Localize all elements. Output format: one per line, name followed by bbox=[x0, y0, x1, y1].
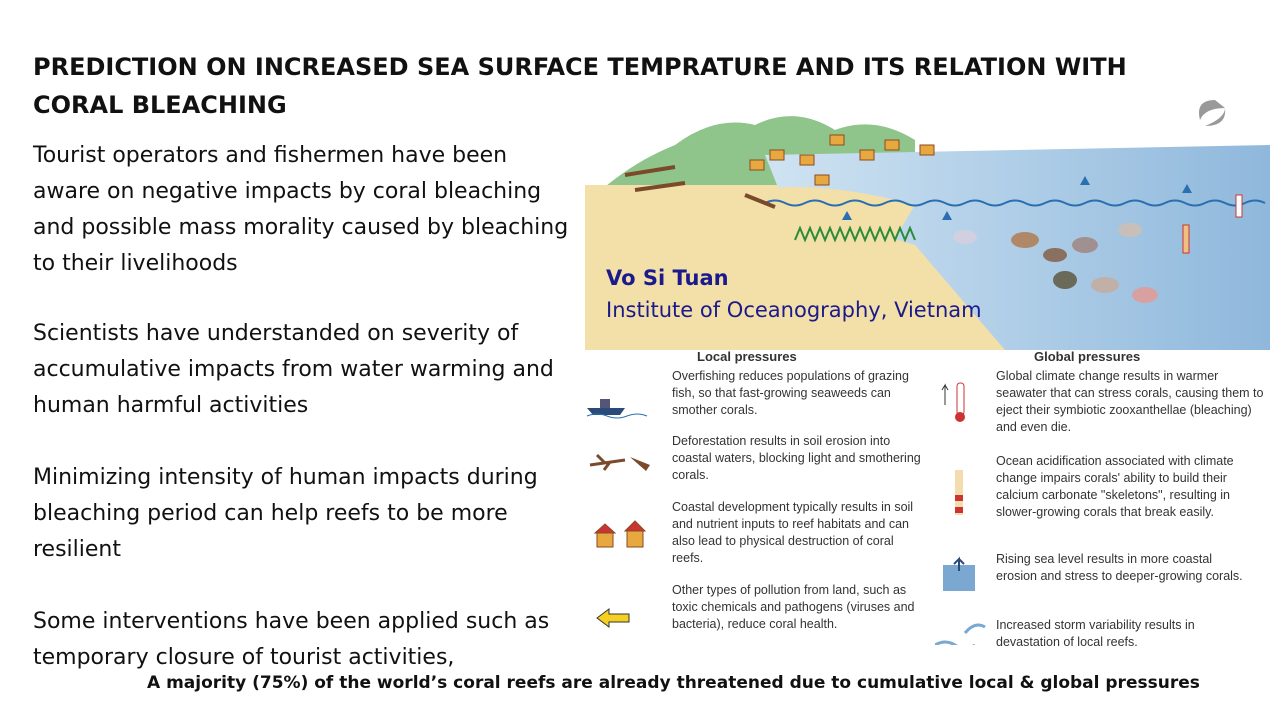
paragraph: Scientists have understanded on severity… bbox=[33, 321, 554, 418]
sea-level-arrows bbox=[842, 176, 1192, 228]
legend-heading: Global pressures bbox=[1034, 349, 1141, 364]
slide-title: PREDICTION ON INCREASED SEA SURFACE TEMP… bbox=[33, 53, 1127, 119]
footer: A majority (75%) of the world’s coral re… bbox=[147, 673, 1200, 693]
legend-item: Overfishing reduces populations of grazi… bbox=[672, 369, 909, 417]
institute: Institute of Oceanography, Vietnam bbox=[606, 298, 982, 322]
houses bbox=[749, 134, 935, 186]
legend-heading: Local pressures bbox=[697, 349, 797, 364]
paragraph: Tourist operators and fishermen have bee… bbox=[33, 143, 569, 276]
corals bbox=[953, 223, 1158, 303]
beach bbox=[585, 187, 915, 255]
storm-icon bbox=[1199, 100, 1226, 126]
legend-item: Increased storm variability results in d… bbox=[996, 618, 1195, 649]
paragraph: Some interventions have been applied suc… bbox=[33, 609, 550, 670]
seaweed bbox=[794, 225, 916, 243]
global-icons bbox=[935, 382, 986, 645]
thermometer bbox=[1235, 194, 1243, 218]
water-line bbox=[764, 199, 1266, 207]
paragraph: Minimizing intensity of human impacts du… bbox=[33, 465, 538, 562]
logs bbox=[624, 165, 776, 209]
local-icons bbox=[586, 399, 650, 628]
legend-item: Rising sea level results in more coastal… bbox=[996, 552, 1243, 583]
acidity-bar bbox=[1182, 224, 1190, 254]
legend-item: Global climate change results in warmer … bbox=[996, 369, 1264, 434]
legend-item: Deforestation results in soil erosion in… bbox=[672, 434, 921, 482]
author: Vo Si Tuan bbox=[606, 266, 729, 290]
illustration bbox=[585, 100, 1270, 350]
legend-item: Coastal development typically results in… bbox=[672, 500, 914, 565]
legend-item: Other types of pollution from land, such… bbox=[672, 583, 915, 631]
legend-item: Ocean acidification associated with clim… bbox=[996, 454, 1234, 519]
